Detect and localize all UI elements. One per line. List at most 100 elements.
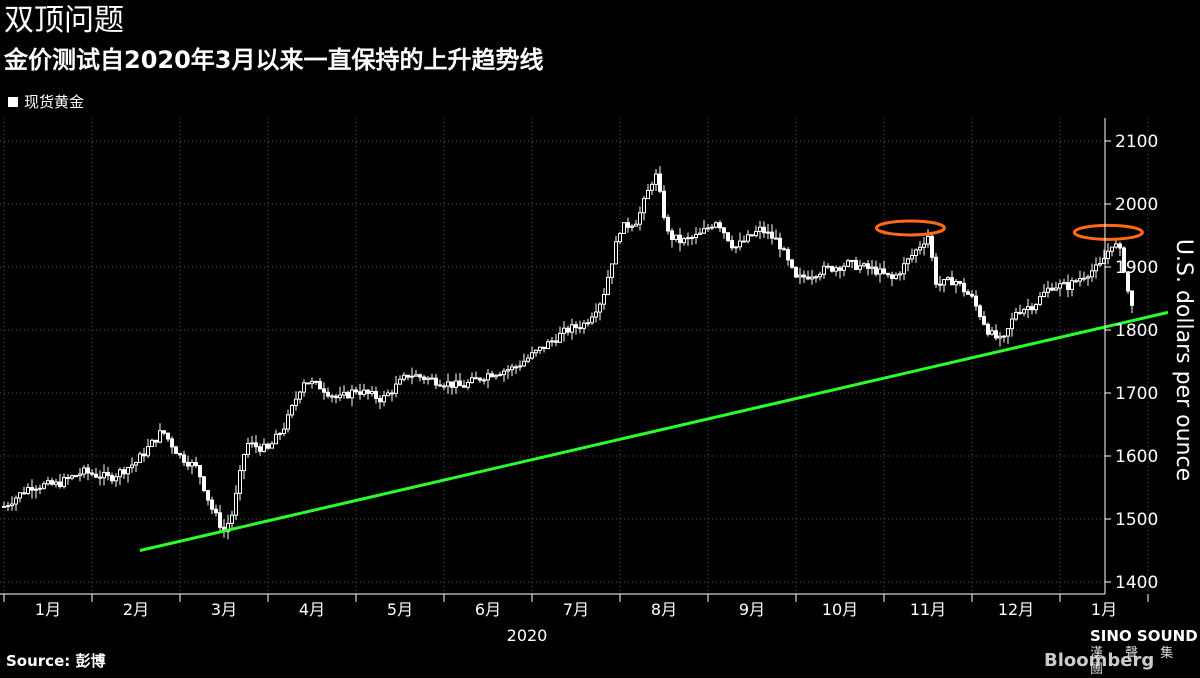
- candle-body: [862, 263, 866, 267]
- candle-body: [410, 375, 414, 378]
- candle-body: [746, 234, 750, 242]
- candle-body: [1034, 303, 1038, 311]
- candle-body: [534, 349, 538, 354]
- candle-body: [838, 267, 842, 271]
- candle-body: [194, 461, 198, 467]
- candle-body: [1122, 247, 1126, 273]
- candle-body: [274, 433, 278, 445]
- y-tick-label: 1700: [1115, 384, 1158, 404]
- candle-body: [454, 380, 458, 388]
- candle-body: [206, 490, 210, 501]
- legend: 现货黄金: [8, 92, 84, 112]
- candle-body: [1086, 276, 1090, 279]
- candle-body: [994, 330, 998, 339]
- candle-body: [618, 232, 622, 243]
- candle-body: [802, 274, 806, 278]
- candle-body: [442, 385, 446, 388]
- candle-body: [882, 268, 886, 274]
- candle-body: [694, 233, 698, 239]
- candle-body: [690, 237, 694, 240]
- candle-body: [702, 228, 706, 234]
- candle-body: [754, 230, 758, 237]
- candle-body: [50, 480, 54, 485]
- x-tick-label: 5月: [387, 600, 413, 619]
- price-candles: [2, 166, 1134, 540]
- candle-body: [354, 389, 358, 393]
- candle-body: [918, 246, 922, 251]
- x-tick-label: 9月: [739, 600, 765, 619]
- candle-body: [1066, 282, 1070, 290]
- candle-body: [350, 389, 354, 399]
- candle-body: [606, 276, 610, 295]
- candle-body: [202, 476, 206, 492]
- candle-body: [962, 282, 966, 293]
- candle-body: [326, 391, 330, 397]
- candle-body: [670, 230, 674, 240]
- candle-body: [510, 366, 514, 371]
- candle-body: [186, 461, 190, 467]
- candle-body: [230, 514, 234, 524]
- candle-body: [1046, 287, 1050, 293]
- candle-body: [1006, 328, 1010, 337]
- candle-body: [714, 222, 718, 228]
- candle-body: [486, 373, 490, 381]
- trendline-layer: [139, 310, 1169, 552]
- candle-body: [870, 266, 874, 269]
- candle-body: [1058, 283, 1062, 289]
- candle-body: [386, 392, 390, 397]
- candle-body: [914, 249, 918, 257]
- candle-body: [598, 303, 602, 313]
- candle-body: [10, 503, 14, 507]
- candle-body: [146, 446, 150, 457]
- candle-body: [790, 259, 794, 268]
- candle-body: [418, 374, 422, 378]
- candle-body: [950, 277, 954, 286]
- candle-body: [298, 391, 302, 400]
- x-tick-label: 6月: [475, 600, 501, 619]
- candle-body: [978, 305, 982, 318]
- candle-body: [638, 212, 642, 225]
- candle-body: [518, 365, 522, 368]
- candle-body: [1094, 264, 1098, 272]
- candle-body: [346, 391, 350, 399]
- candle-body: [242, 453, 246, 472]
- candle-body: [686, 237, 690, 240]
- candle-body: [706, 227, 710, 230]
- candle-body: [318, 380, 322, 390]
- chart-subtitle: 金价测试自2020年3月以来一直保持的上升趋势线: [4, 46, 544, 74]
- candle-body: [110, 474, 114, 482]
- candle-body: [390, 392, 394, 395]
- candle-body: [406, 374, 410, 378]
- candle-body: [190, 461, 194, 467]
- candle-body: [182, 454, 186, 463]
- candle-body: [822, 265, 826, 275]
- double-top-marker: [874, 219, 946, 237]
- candle-body: [734, 246, 738, 249]
- candle-body: [830, 265, 834, 272]
- candle-body: [902, 263, 906, 275]
- candle-body: [682, 238, 686, 244]
- candle-body: [558, 332, 562, 343]
- candle-body: [806, 276, 810, 280]
- candle-body: [234, 492, 238, 516]
- candle-body: [214, 508, 218, 514]
- double-top-marker: [1072, 223, 1144, 241]
- candle-body: [1130, 290, 1134, 306]
- candle-body: [634, 223, 638, 227]
- candle-body: [6, 505, 10, 508]
- legend-swatch: [8, 97, 18, 107]
- candle-body: [566, 327, 570, 333]
- candle-body: [18, 492, 22, 499]
- candle-body: [778, 237, 782, 250]
- candle-body: [990, 330, 994, 335]
- chart-title: 双顶问题: [4, 3, 124, 38]
- candle-body: [970, 293, 974, 297]
- candle-body: [330, 395, 334, 398]
- candle-body: [30, 487, 34, 491]
- source-note: Source: 彭博: [6, 652, 106, 670]
- candle-body: [590, 316, 594, 324]
- candle-body: [38, 487, 42, 490]
- candle-body: [974, 295, 978, 307]
- candle-body: [1030, 306, 1034, 311]
- candle-body: [286, 414, 290, 430]
